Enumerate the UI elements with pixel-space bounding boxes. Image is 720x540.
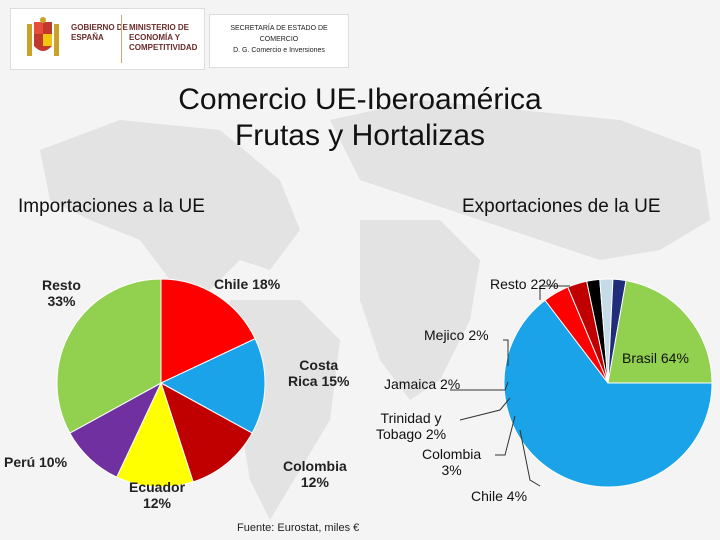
imports-slice-5 [56, 278, 162, 434]
exports-leader-line-3 [459, 397, 511, 421]
logo-divider [121, 15, 122, 63]
exports-label-mejico: Mejico 2% [424, 327, 489, 343]
imports-label-ecuador: Ecuador 12% [129, 479, 186, 511]
secretaria-line-3: D. G. Comercio e Inversiones [233, 47, 325, 54]
ministerio-label: MINISTERIO DE ECONOMÍA Y COMPETITIVIDAD [129, 23, 198, 52]
source-note: Fuente: Eurostat, miles € [237, 522, 360, 534]
exports-label-jamaica: Jamaica 2% [384, 376, 461, 392]
exports-leader-line-1 [503, 339, 509, 366]
secretaria-line-1: SECRETARÍA DE ESTADO DE [230, 25, 328, 32]
exports-leader-line-4 [495, 415, 516, 456]
government-logo-block: GOBIERNO DE ESPAÑA MINISTERIO DE ECONOMÍ… [10, 8, 205, 70]
exports-label-chile: Chile 4% [471, 488, 528, 504]
exports-label-resto: Resto 22% [490, 276, 559, 292]
exports-leader-line-0 [539, 285, 570, 300]
imports-slice-2 [160, 381, 253, 483]
imports-label-peru: Perú 10% [4, 454, 68, 470]
exports-chart-title: Exportaciones de la UE [462, 196, 661, 217]
imports-slice-3 [116, 381, 194, 488]
page-title: Comercio UE-Iberoamérica [178, 83, 542, 116]
page-subtitle: Frutas y Hortalizas [234, 119, 486, 152]
imports-chart-title: Importaciones a la UE [18, 196, 205, 217]
imports-label-costa-rica: Costa Rica 15% [288, 357, 350, 389]
exports-leader-line-5 [519, 429, 541, 487]
imports-label-chile: Chile 18% [214, 276, 281, 292]
exports-label-trinidad: Trinidad y Tobago 2% [376, 410, 447, 442]
imports-slice-1 [159, 338, 266, 434]
exports-leader-line-2 [450, 381, 509, 391]
exports-label-brasil: Brasil 64% [622, 350, 689, 366]
spain-coat-of-arms-icon [27, 17, 59, 56]
exports-label-colombia: Colombia 3% [422, 446, 482, 478]
gobierno-label: GOBIERNO DE ESPAÑA [71, 23, 128, 42]
imports-slice-0 [160, 278, 256, 384]
exports-slice-6 [607, 280, 713, 384]
secretaria-line-2: COMERCIO [259, 36, 299, 43]
imports-label-colombia: Colombia 12% [283, 458, 347, 490]
imports-label-resto: Resto 33% [42, 277, 81, 309]
secretaria-box: SECRETARÍA DE ESTADO DE COMERCIO D. G. C… [209, 14, 349, 68]
exports-slice-0 [503, 299, 713, 488]
